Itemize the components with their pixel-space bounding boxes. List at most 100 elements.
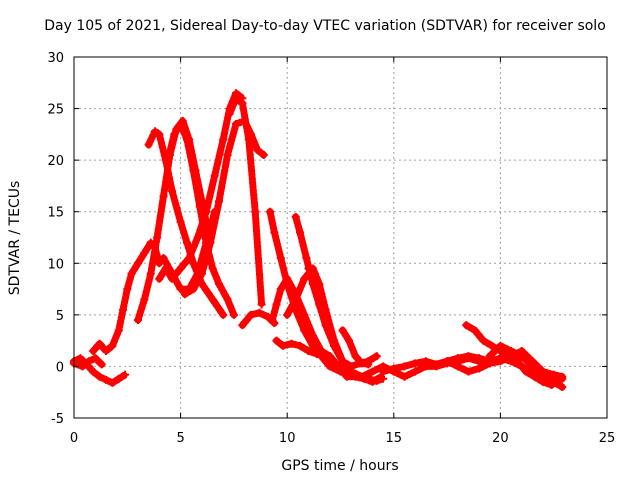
data-point — [182, 135, 191, 144]
x-axis-label: GPS time / hours — [281, 458, 398, 474]
data-point — [475, 364, 484, 373]
data-point — [229, 310, 238, 319]
data-point — [159, 254, 168, 263]
data-point — [287, 339, 296, 348]
data-point — [108, 378, 117, 387]
data-point — [411, 359, 420, 368]
data-series-track-2 — [89, 238, 164, 355]
data-point — [379, 374, 388, 383]
tick-layer: 0 5 10 15 20 25 -5 0 5 10 15 20 25 30 — [47, 51, 615, 446]
data-point — [372, 376, 381, 385]
data-point — [330, 341, 339, 350]
data-point — [310, 269, 319, 278]
data-point — [97, 360, 106, 369]
y-tick-label: 10 — [47, 257, 64, 272]
data-point — [253, 145, 262, 154]
data-point — [470, 326, 479, 335]
data-point — [108, 341, 117, 350]
data-point — [291, 295, 300, 304]
data-point — [462, 321, 471, 330]
data-point — [421, 357, 430, 366]
data-point — [278, 341, 287, 350]
data-point — [400, 362, 409, 371]
data-point — [180, 290, 189, 299]
data-point — [272, 336, 281, 345]
data-point — [133, 316, 142, 325]
data-point — [121, 370, 130, 379]
data-point — [197, 269, 206, 278]
data-point — [214, 197, 223, 206]
series-plus-markers — [226, 94, 266, 308]
y-tick-label: 30 — [47, 51, 64, 66]
data-point — [153, 233, 162, 242]
data-point — [223, 150, 232, 159]
data-point — [266, 207, 275, 216]
data-point — [411, 367, 420, 376]
y-tick-label: -5 — [51, 412, 64, 427]
data-point — [528, 362, 537, 371]
data-point — [453, 362, 462, 371]
data-point — [351, 352, 360, 361]
data-point — [176, 218, 185, 227]
data-point — [549, 370, 558, 379]
data-point — [443, 357, 452, 366]
y-tick-label: 5 — [56, 309, 64, 324]
data-point — [168, 187, 177, 196]
data-point — [144, 140, 153, 149]
data-point — [170, 130, 179, 139]
x-tick-label: 5 — [176, 431, 184, 446]
data-point — [182, 238, 191, 247]
data-series-track-12 — [266, 207, 356, 379]
data-point — [283, 279, 292, 288]
data-point — [76, 354, 85, 363]
data-point — [338, 326, 347, 335]
data-point — [453, 354, 462, 363]
data-point — [549, 377, 558, 386]
data-point — [114, 374, 123, 383]
data-point — [127, 269, 136, 278]
data-point — [259, 150, 268, 159]
data-point — [225, 109, 234, 118]
data-point — [232, 120, 241, 129]
data-point — [189, 285, 198, 294]
data-point — [357, 359, 366, 368]
data-point — [84, 357, 93, 366]
data-point — [89, 367, 98, 376]
data-point — [208, 264, 217, 273]
data-point — [123, 285, 132, 294]
data-point — [151, 127, 160, 136]
data-point — [530, 372, 539, 381]
y-axis-label: SDTVAR / TECUs — [7, 181, 23, 296]
data-point — [295, 228, 304, 237]
data-series-track-9 — [225, 94, 266, 309]
data-point — [195, 202, 204, 211]
data-point — [146, 269, 155, 278]
data-point — [321, 352, 330, 361]
data-point — [308, 341, 317, 350]
data-point — [317, 290, 326, 299]
data-point — [479, 336, 488, 345]
x-tick-label: 25 — [599, 431, 616, 446]
x-tick-label: 10 — [279, 431, 296, 446]
data-point — [487, 341, 496, 350]
data-series-track-3 — [144, 127, 228, 319]
data-point — [176, 285, 185, 294]
y-tick-label: 25 — [47, 103, 64, 118]
y-tick-label: 15 — [47, 206, 64, 221]
data-point — [368, 367, 377, 376]
data-point — [485, 352, 494, 361]
data-point — [223, 295, 232, 304]
data-point — [272, 300, 281, 309]
data-point — [389, 364, 398, 373]
data-point — [302, 254, 311, 263]
data-point — [210, 171, 219, 180]
data-point — [246, 310, 255, 319]
data-point — [276, 285, 285, 294]
data-point — [155, 259, 164, 268]
data-point — [155, 130, 164, 139]
x-tick-label: 20 — [492, 431, 509, 446]
data-point — [325, 362, 334, 371]
data-point — [163, 156, 172, 165]
data-point — [300, 274, 309, 283]
data-series-track-22 — [70, 354, 106, 371]
